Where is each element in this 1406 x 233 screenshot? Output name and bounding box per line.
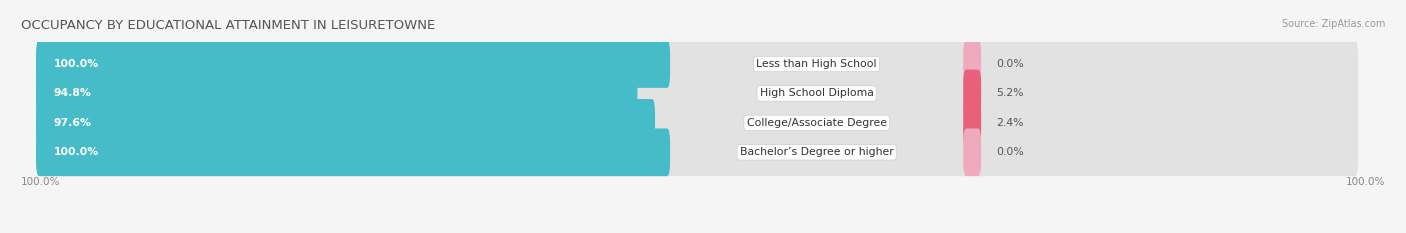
FancyBboxPatch shape [37,128,1358,176]
Text: 0.0%: 0.0% [995,59,1024,69]
Text: Bachelor’s Degree or higher: Bachelor’s Degree or higher [740,147,894,157]
FancyBboxPatch shape [37,40,1358,88]
FancyBboxPatch shape [963,40,981,88]
Text: College/Associate Degree: College/Associate Degree [747,118,887,128]
FancyBboxPatch shape [37,99,655,147]
Text: OCCUPANCY BY EDUCATIONAL ATTAINMENT IN LEISURETOWNE: OCCUPANCY BY EDUCATIONAL ATTAINMENT IN L… [21,19,436,32]
FancyBboxPatch shape [37,70,637,117]
Text: 0.0%: 0.0% [995,147,1024,157]
FancyBboxPatch shape [963,128,981,176]
FancyBboxPatch shape [37,128,671,176]
Text: 100.0%: 100.0% [53,59,100,69]
Text: 97.6%: 97.6% [53,118,91,128]
Text: Source: ZipAtlas.com: Source: ZipAtlas.com [1281,19,1385,29]
Text: 5.2%: 5.2% [995,89,1024,99]
Legend: Owner-occupied, Renter-occupied: Owner-occupied, Renter-occupied [488,230,727,233]
Text: 2.4%: 2.4% [995,118,1024,128]
Text: Less than High School: Less than High School [756,59,877,69]
Text: 100.0%: 100.0% [53,147,100,157]
FancyBboxPatch shape [963,70,981,117]
Text: 100.0%: 100.0% [21,177,60,187]
FancyBboxPatch shape [37,99,1358,147]
Text: High School Diploma: High School Diploma [759,89,873,99]
Text: 94.8%: 94.8% [53,89,91,99]
FancyBboxPatch shape [37,40,671,88]
Text: 100.0%: 100.0% [1346,177,1385,187]
FancyBboxPatch shape [37,70,1358,117]
FancyBboxPatch shape [963,99,981,147]
